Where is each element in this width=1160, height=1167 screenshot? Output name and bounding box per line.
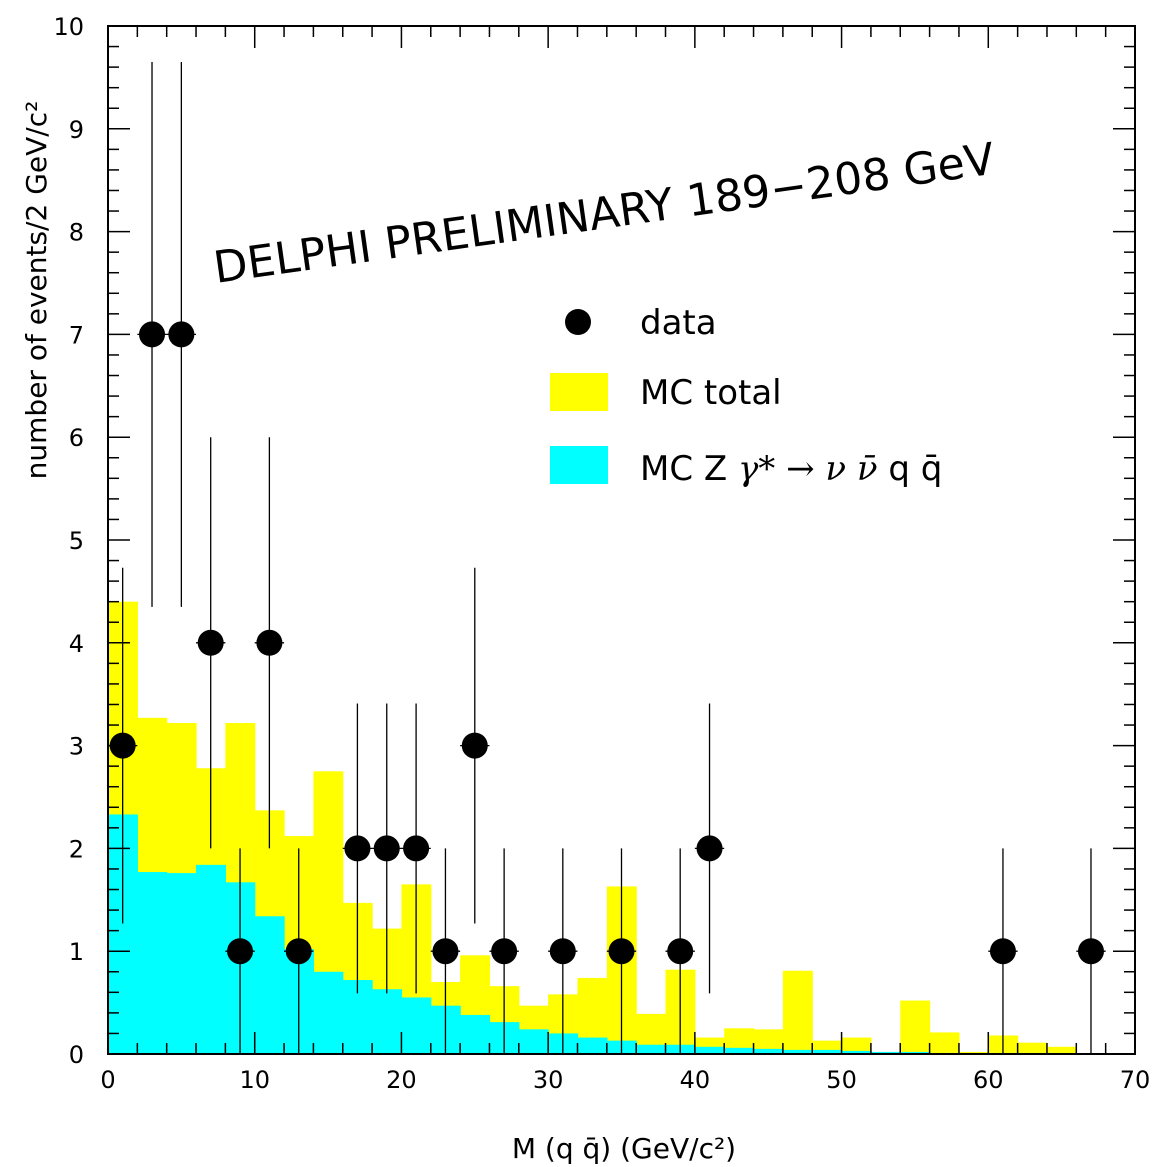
legend-mc-zgamma-label-math: γ* → ν ν̄ (738, 449, 878, 489)
data-point-7 (344, 835, 371, 862)
y-tick-label-7: 7 (69, 321, 84, 349)
x-tick-label-50: 50 (826, 1066, 857, 1094)
data-point-4 (227, 938, 254, 965)
data-point-3 (197, 629, 224, 656)
plot-axes (107, 25, 1136, 1055)
bar-mc-z-q-q-20 (694, 1046, 725, 1054)
bar-mc-total-23 (782, 970, 813, 1054)
bar-mc-z-q-q-16 (577, 1037, 608, 1054)
data-point-17 (989, 938, 1016, 965)
y-tick-label-6: 6 (69, 424, 84, 452)
bar-mc-z-q-q-24 (812, 1049, 843, 1054)
data-point-15 (667, 938, 694, 965)
y-tick-label-8: 8 (69, 219, 84, 247)
data-point-1 (139, 321, 166, 348)
bar-mc-z-q-q-22 (753, 1048, 784, 1054)
x-tick-label-20: 20 (386, 1066, 417, 1094)
bar-mc-z-q-q-5 (254, 916, 285, 1054)
data-point-12 (491, 938, 518, 965)
y-axis-title: number of events/2 GeV/c² (20, 101, 53, 480)
bar-mc-z-q-q-9 (372, 989, 403, 1054)
data-point-2 (168, 321, 195, 348)
legend-mc-zgamma-label: MC Z γ* → ν ν̄ q q̄ (640, 449, 942, 489)
y-tick-label-3: 3 (69, 733, 84, 761)
data-point-6 (285, 938, 312, 965)
bar-mc-total-29 (958, 1051, 989, 1054)
legend-mc-zgamma-label-tail: q q̄ (878, 449, 943, 489)
x-tick-label-10: 10 (239, 1066, 270, 1094)
data-point-13 (549, 938, 576, 965)
data-point-8 (373, 835, 400, 862)
x-tick-label-30: 30 (533, 1066, 564, 1094)
bar-mc-z-q-q-18 (636, 1044, 667, 1054)
x-tick-label-40: 40 (680, 1066, 711, 1094)
x-tick-label-0: 0 (100, 1066, 115, 1094)
histogram-bars (108, 601, 1077, 1054)
bar-mc-z-q-q-12 (460, 1014, 491, 1054)
data-point-18 (1077, 938, 1104, 965)
bar-mc-z-q-q-3 (196, 864, 226, 1054)
data-point-11 (461, 732, 488, 759)
data-point-10 (432, 938, 459, 965)
data-point-5 (256, 629, 283, 656)
bar-mc-z-q-q-27 (900, 1051, 931, 1054)
x-tick-label-70: 70 (1120, 1066, 1151, 1094)
legend-data-label: data (640, 303, 717, 343)
bar-mc-total-32 (1046, 1046, 1077, 1054)
bar-mc-z-q-q-7 (313, 971, 344, 1054)
bar-mc-z-q-q-23 (782, 1049, 813, 1054)
bar-mc-z-q-q-1 (137, 872, 168, 1054)
bar-mc-z-q-q-10 (401, 997, 432, 1054)
x-axis-title: M (q q̄) (GeV/c²) (512, 1132, 736, 1165)
data-point-9 (403, 835, 430, 862)
bar-mc-total-25 (841, 1037, 872, 1054)
bar-mc-z-q-q-26 (870, 1051, 901, 1054)
legend-mc-total-label: MC total (640, 373, 782, 413)
tick-labels: 0 10 20 30 40 50 60 70 0 1 2 3 4 5 6 7 8 9 10 (53, 13, 1150, 1094)
y-tick-label-9: 9 (69, 116, 84, 144)
bar-mc-z-q-q-25 (841, 1050, 872, 1054)
y-tick-label-1: 1 (69, 938, 84, 966)
legend-mc-total-swatch (550, 373, 608, 411)
data-point-16 (696, 835, 723, 862)
legend: data MC total MC Z γ* → ν ν̄ q q̄ (550, 303, 942, 489)
x-tick-label-60: 60 (973, 1066, 1004, 1094)
data-point-14 (608, 938, 635, 965)
legend-mc-zgamma-label-main: MC Z (640, 449, 738, 489)
bar-mc-z-q-q-21 (724, 1047, 755, 1054)
bar-mc-total-27 (900, 1000, 931, 1054)
y-tick-label-10: 10 (53, 13, 84, 41)
legend-mc-zgamma-swatch (550, 446, 608, 484)
bar-mc-total-28 (929, 1032, 960, 1054)
bar-mc-z-q-q-14 (518, 1029, 549, 1054)
y-tick-label-2: 2 (69, 835, 84, 863)
legend-data-marker (565, 309, 591, 335)
bar-mc-total-31 (1017, 1042, 1048, 1054)
y-tick-label-5: 5 (69, 527, 84, 555)
y-tick-label-0: 0 (69, 1041, 84, 1069)
data-points (109, 321, 1104, 965)
bar-mc-z-q-q-2 (166, 873, 197, 1054)
experiment-banner: DELPHI PRELIMINARY 189−208 GeV (210, 134, 997, 294)
y-tick-label-4: 4 (69, 630, 84, 658)
